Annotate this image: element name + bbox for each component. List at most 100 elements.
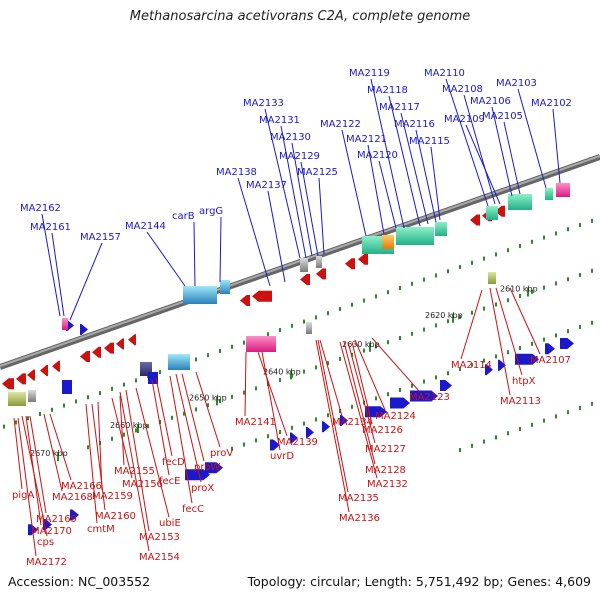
forward-gene-label: MA2119 (349, 68, 390, 79)
reverse-leader-line (119, 395, 125, 466)
forward-gene-arrow (365, 406, 387, 418)
forward-gene-arrow (270, 439, 280, 451)
forward-leader-line (267, 190, 286, 283)
scale-label: 2620 kbp (425, 311, 463, 320)
reverse-leader-line (351, 341, 373, 425)
forward-gene-label: MA2106 (470, 96, 511, 107)
reverse-gene-arrow (80, 351, 90, 362)
forward-gene-arrow (410, 390, 438, 402)
reverse-gene-label: MA2169 (36, 514, 77, 525)
reverse-gene-label: MA2132 (367, 479, 408, 490)
forward-leader-line (503, 121, 521, 195)
reverse-gene-label: MA2136 (339, 513, 380, 524)
reverse-leader-line (13, 417, 23, 490)
forward-leader-line (280, 125, 307, 259)
forward-leader-line (367, 144, 385, 235)
reverse-leader-line (111, 397, 133, 479)
forward-gene-label: MA2109 (444, 114, 485, 125)
forward-gene-arrow (70, 509, 79, 521)
reverse-gene-label: proV (210, 448, 233, 459)
reverse-gene-label: MA2124 (375, 411, 416, 422)
feature-block-teal (435, 222, 447, 236)
forward-gene-label: MA2157 (80, 232, 121, 243)
forward-gene-arrow (560, 338, 574, 349)
reverse-leader-line (91, 403, 106, 511)
reverse-leader-line (509, 287, 541, 355)
reverse-leader-line (155, 377, 173, 457)
feature-block-teal (508, 194, 532, 210)
reverse-gene-arrow (345, 258, 355, 270)
reverse-gene-label: MA2153 (139, 532, 180, 543)
feature-block-cyan (183, 286, 217, 304)
reverse-gene-arrow (27, 369, 35, 381)
forward-leader-line (552, 108, 561, 184)
reverse-gene-arrow (40, 365, 48, 376)
reverse-gene-label: uvrD (270, 451, 294, 462)
reverse-gene-label: MA2159 (92, 491, 133, 502)
forward-gene-label: MA2137 (246, 180, 287, 191)
reverse-leader-line (21, 415, 48, 537)
forward-gene-label: MA2103 (496, 78, 537, 89)
forward-leader-line (415, 129, 437, 223)
reverse-gene-label: MA2127 (365, 444, 406, 455)
forward-gene-label: MA2129 (279, 151, 320, 162)
feature-block-grey (300, 258, 308, 272)
forward-gene-arrow (485, 364, 493, 376)
forward-gene-arrow (545, 343, 555, 355)
feature-block-orange (382, 235, 394, 249)
reverse-gene-label: fecD (162, 457, 185, 468)
reverse-leader-line (169, 375, 193, 504)
forward-gene-arrow (205, 462, 223, 474)
feature-block-pink (246, 336, 276, 352)
forward-gene-arrow (306, 426, 314, 438)
reverse-leader-line (261, 351, 281, 451)
reverse-gene-label: htpX (512, 376, 536, 387)
reverse-leader-line (49, 413, 72, 481)
reverse-leader-line (257, 351, 288, 437)
reverse-leader-line (195, 371, 221, 448)
forward-gene-arrow (515, 353, 539, 365)
reverse-leader-line (97, 401, 103, 491)
forward-gene-label: MA2162 (20, 203, 61, 214)
reverse-leader-line (315, 339, 350, 513)
reverse-gene-label: MA2126 (362, 425, 403, 436)
feature-block-pink (556, 183, 570, 197)
reverse-gene-label: MA2113 (500, 396, 541, 407)
forward-gene-arrow (390, 397, 410, 409)
forward-gene-label: MA2108 (442, 84, 483, 95)
forward-gene-arrow (498, 359, 506, 371)
reverse-gene-label: cps (37, 537, 54, 548)
feature-block-cyan (220, 280, 230, 294)
forward-gene-arrow (80, 324, 88, 335)
forward-leader-line (264, 108, 301, 259)
forward-gene-label: MA2122 (320, 119, 361, 130)
forward-leader-line (69, 242, 103, 321)
reverse-gene-label: MA2168 (52, 492, 93, 503)
scale-label: 2610 kbp (500, 285, 538, 294)
reverse-gene-label: MA2160 (95, 511, 136, 522)
reverse-gene-label: MA2134 (332, 417, 373, 428)
reverse-gene-label: MA2154 (139, 552, 180, 563)
forward-leader-line (491, 106, 513, 197)
reverse-gene-label: pigA (12, 490, 34, 501)
reverse-leader-line (17, 417, 37, 557)
forward-gene-arrow (185, 469, 210, 481)
forward-gene-label: MA2121 (346, 134, 387, 145)
scale-label: 2650 kbp (189, 393, 227, 402)
forward-leader-line (370, 78, 405, 229)
reverse-gene-label: MA2170 (31, 526, 72, 537)
reverse-leader-line (125, 389, 150, 532)
forward-leader-line (219, 216, 222, 283)
forward-leader-line (400, 112, 429, 225)
reverse-leader-line (317, 339, 349, 493)
forward-gene-label: MA2125 (297, 167, 338, 178)
reverse-gene-label: MA2156 (122, 479, 163, 490)
reverse-gene-arrow (470, 214, 480, 226)
reverse-gene-label: fecC (182, 504, 204, 515)
forward-gene-label: MA2117 (379, 102, 420, 113)
forward-leader-line (465, 124, 501, 205)
forward-gene-label: MA2133 (243, 98, 284, 109)
scale-label: 2630 kbp (342, 340, 380, 349)
forward-gene-label: MA2120 (357, 150, 398, 161)
